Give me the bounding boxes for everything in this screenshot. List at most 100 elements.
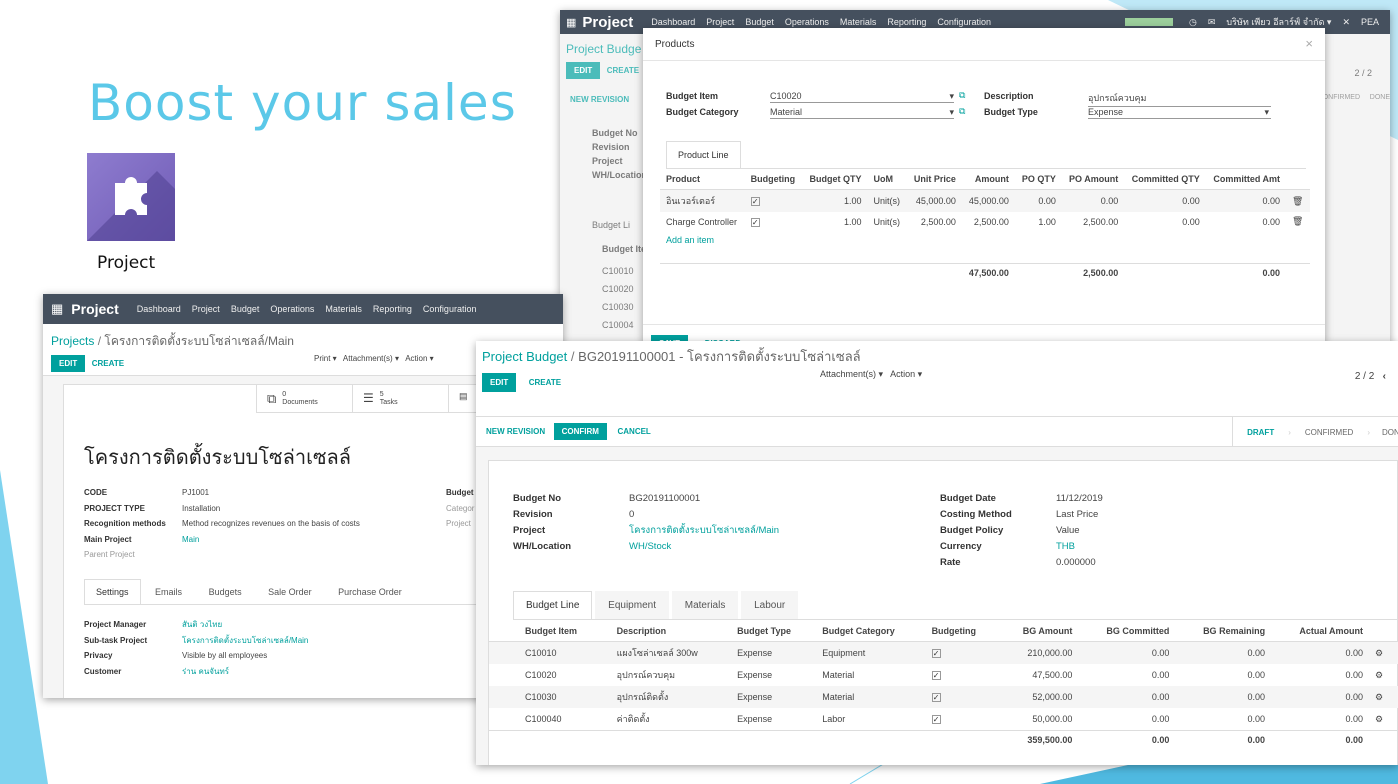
description-field[interactable]: อุปกรณ์ควบคุม (1088, 91, 1271, 107)
tab-budgets[interactable]: Budgets (208, 587, 242, 597)
edit-button[interactable]: EDIT (482, 373, 517, 392)
col-po-amount[interactable]: PO Amount (1069, 174, 1119, 184)
back-new-revision[interactable]: NEW REVISION (570, 95, 630, 104)
col-committed-qty[interactable]: Committed QTY (1131, 174, 1200, 184)
create-button[interactable]: CREATE (528, 378, 562, 387)
menu-reporting[interactable]: Reporting (372, 304, 412, 314)
tab-emails[interactable]: Emails (155, 587, 183, 597)
chevron-left-icon[interactable]: ‹ (1382, 371, 1386, 382)
budget-type-field[interactable]: Expense ▾ (1088, 107, 1271, 119)
table-row[interactable]: C100040 ค่าติดตั้ง Expense Labor ✓ 50,000.0… (489, 708, 1398, 731)
company-switcher[interactable]: บริษัท เพียว อีลาร์ฟ์ จำกัด ▾ (1226, 17, 1332, 27)
back-edit-button[interactable]: EDIT (566, 62, 601, 79)
external-link-icon[interactable]: ⧉ (959, 90, 966, 100)
budget-breadcrumb: Project Budget / BG20191100001 - โครงการ… (482, 349, 861, 364)
menu-dashboard[interactable]: Dashboard (136, 304, 181, 314)
table-row[interactable]: อินเวอร์เตอร์ ✓ 1.00 Unit(s) 45,000.00 4… (660, 189, 1310, 212)
print-dropdown[interactable]: Print ▾ (314, 354, 337, 363)
back-menu-dashboard[interactable]: Dashboard (651, 17, 696, 27)
user-menu[interactable]: PEA (1360, 17, 1379, 27)
edit-button[interactable]: EDIT (51, 355, 86, 372)
budget-item-field[interactable]: C10020 ▾ (770, 91, 954, 103)
col-amount[interactable]: Amount (974, 174, 1009, 184)
back-create-button[interactable]: CREATE (606, 66, 640, 75)
stage-done[interactable]: DONE (1382, 427, 1398, 437)
col-budget-category[interactable]: Budget Category (822, 626, 895, 636)
menu-budget[interactable]: Budget (230, 304, 260, 314)
back-menu-reporting[interactable]: Reporting (887, 17, 927, 27)
back-menu-operations[interactable]: Operations (784, 17, 829, 27)
tab-labour[interactable]: Labour (741, 591, 799, 619)
create-button[interactable]: CREATE (91, 359, 125, 368)
col-uom[interactable]: UoM (873, 174, 894, 184)
table-row[interactable]: C10030 อุปกรณ์ติดตั้ง Expense Material ✓ 52… (489, 686, 1398, 708)
activity-icon[interactable]: ◷ (1188, 16, 1197, 27)
back-brand[interactable]: Project (582, 13, 634, 31)
col-unit-price[interactable]: Unit Price (913, 174, 956, 184)
back-tab[interactable]: Budget Li (592, 220, 631, 230)
documents-button[interactable]: ⧉ 0 Documents (256, 385, 352, 412)
col-po-qty[interactable]: PO QTY (1021, 174, 1056, 184)
col-bg-amount[interactable]: BG Amount (1022, 626, 1073, 636)
cancel-button[interactable]: CANCEL (617, 427, 651, 436)
tab-sale-order[interactable]: Sale Order (268, 587, 312, 597)
external-link-icon[interactable]: ⧉ (959, 106, 966, 116)
col-budget-qty[interactable]: Budget QTY (809, 174, 862, 184)
back-menu-configuration[interactable]: Configuration (937, 17, 991, 27)
add-item-link[interactable]: Add an item (666, 235, 715, 245)
gears-icon[interactable]: ⚙ (1375, 713, 1384, 724)
col-bg-committed[interactable]: BG Committed (1106, 626, 1170, 636)
trash-icon[interactable]: 🗑 (1292, 216, 1304, 226)
col-budgeting[interactable]: Budgeting (931, 626, 977, 636)
menu-configuration[interactable]: Configuration (422, 304, 477, 314)
chat-icon[interactable]: ✉ (1207, 16, 1216, 27)
gears-icon[interactable]: ⚙ (1375, 691, 1384, 702)
tab-settings[interactable]: Settings (84, 579, 141, 604)
action-dropdown[interactable]: Action ▾ (890, 369, 923, 379)
tab-budget-line[interactable]: Budget Line (513, 591, 593, 619)
project-brand[interactable]: Project (71, 301, 119, 317)
new-revision-button[interactable]: NEW REVISION (486, 427, 546, 436)
gears-icon[interactable]: ⚙ (1375, 669, 1384, 680)
col-description[interactable]: Description (616, 626, 667, 636)
col-bg-remaining[interactable]: BG Remaining (1203, 626, 1266, 636)
tab-materials[interactable]: Materials (671, 591, 739, 619)
close-icon[interactable]: × (1305, 36, 1313, 51)
table-row[interactable]: Charge Controller ✓ 1.00 Unit(s) 2,500.0… (660, 212, 1310, 231)
apps-icon[interactable]: ▦ (566, 16, 577, 29)
col-budget-item[interactable]: Budget Item (525, 626, 578, 636)
col-budgeting[interactable]: Budgeting (750, 174, 796, 184)
back-menu-budget[interactable]: Budget (745, 17, 774, 27)
back-pager[interactable]: 2 / 2 (1354, 68, 1372, 78)
tasks-button[interactable]: ☰ 5 Tasks (352, 385, 448, 412)
progress-bar (1124, 18, 1173, 26)
menu-project[interactable]: Project (191, 304, 220, 314)
col-actual-amount[interactable]: Actual Amount (1299, 626, 1363, 636)
trash-icon[interactable]: 🗑 (1292, 195, 1304, 206)
tools-icon[interactable]: ✕ (1342, 16, 1350, 27)
apps-icon[interactable]: ▦ (51, 301, 64, 316)
tab-equipment[interactable]: Equipment (595, 591, 669, 619)
table-row[interactable]: C10020 อุปกรณ์ควบคุม Expense Material ✓ 47,… (489, 664, 1398, 686)
col-product[interactable]: Product (666, 174, 701, 184)
stage-confirmed[interactable]: CONFIRMED (1304, 427, 1354, 437)
more-button[interactable]: ▤ (448, 385, 488, 412)
col-committed-amt[interactable]: Committed Amt (1213, 174, 1281, 184)
menu-operations[interactable]: Operations (270, 304, 315, 314)
tab-purchase-order[interactable]: Purchase Order (338, 587, 402, 597)
table-row[interactable]: C10010 แผงโซล่าเซลล์ 300w Expense Equipment… (489, 641, 1398, 664)
back-menu-project[interactable]: Project (706, 17, 735, 27)
menu-materials[interactable]: Materials (325, 304, 362, 314)
col-budget-type[interactable]: Budget Type (737, 626, 791, 636)
action-dropdown[interactable]: Action ▾ (405, 354, 434, 363)
gears-icon[interactable]: ⚙ (1375, 647, 1384, 658)
back-breadcrumb[interactable]: Project Budge (566, 42, 642, 56)
attachments-dropdown[interactable]: Attachment(s) ▾ (342, 354, 399, 363)
back-menu-materials[interactable]: Materials (839, 17, 877, 27)
confirm-button[interactable]: CONFIRM (553, 423, 607, 440)
stage-draft[interactable]: DRAFT (1247, 427, 1275, 437)
attachments-dropdown[interactable]: Attachment(s) ▾ (820, 369, 884, 379)
project-navbar: ▦ Project Dashboard Project Budget Opera… (43, 294, 563, 324)
budget-category-field[interactable]: Material ▾ (770, 107, 954, 119)
tab-product-line[interactable]: Product Line (666, 141, 741, 168)
